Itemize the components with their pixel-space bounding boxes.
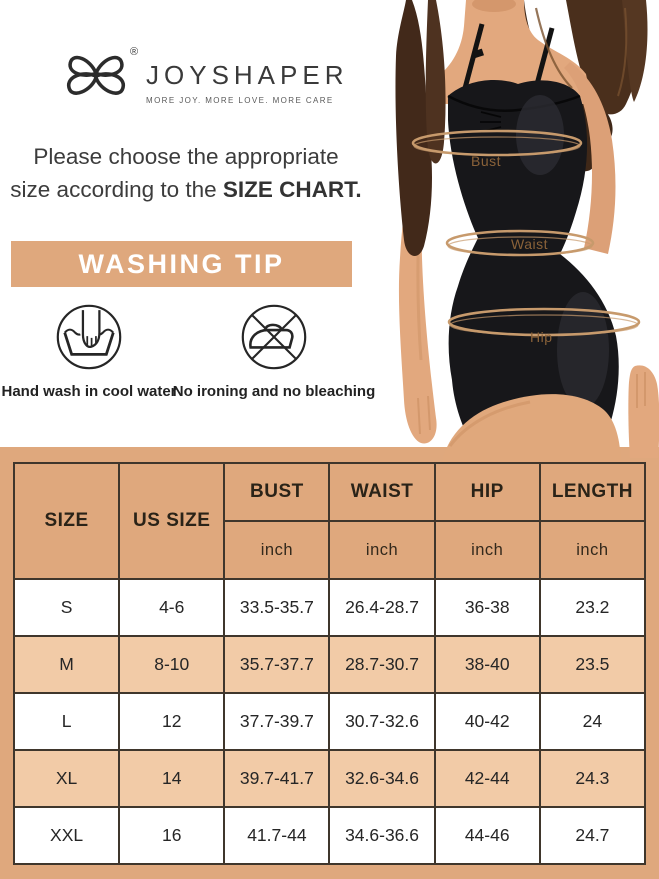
unit-cell: inch [223, 520, 331, 580]
care-label: No ironing and no bleaching [172, 383, 376, 400]
table-cell: L [12, 692, 121, 751]
size-chart-table: SIZE US SIZE BUST WAIST HIP LENGTH inch … [12, 462, 647, 865]
table-cell: 34.6-36.6 [328, 806, 436, 865]
column-header-hip: HIP [433, 462, 541, 522]
table-cell: 24 [538, 692, 647, 751]
table-cell: S [12, 578, 121, 637]
table-cell: 24.7 [538, 806, 647, 865]
washing-tip-title: WASHING TIP [78, 248, 285, 279]
table-cell: 37.7-39.7 [223, 692, 331, 751]
column-header-size: SIZE [12, 462, 121, 580]
table-cell: 30.7-32.6 [328, 692, 436, 751]
table-cell: XL [12, 749, 121, 808]
brand-logo: ® JOYSHAPER MORE JOY. MORE LOVE. MORE CA… [60, 42, 349, 106]
size-chart-section: SIZE US SIZE BUST WAIST HIP LENGTH inch … [0, 447, 659, 879]
unit-cell: inch [433, 520, 541, 580]
brand-name: JOYSHAPER [146, 60, 349, 90]
table-cell: 12 [118, 692, 226, 751]
table-cell: 23.2 [538, 578, 647, 637]
bust-measure-label: Bust [471, 153, 502, 169]
unit-cell: inch [328, 520, 436, 580]
waist-measure-label: Waist [511, 236, 548, 252]
no-iron-icon [241, 304, 307, 370]
table-cell: 38-40 [433, 635, 541, 694]
table-cell: 39.7-41.7 [223, 749, 331, 808]
table-cell: 44-46 [433, 806, 541, 865]
unit-cell: inch [538, 520, 647, 580]
care-instruction-hand-wash: Hand wash in cool water [1, 298, 177, 400]
table-cell: 41.7-44 [223, 806, 331, 865]
hand-wash-icon [56, 304, 122, 370]
model-photo: Bust Waist Hip [378, 0, 659, 462]
care-label: Hand wash in cool water [1, 383, 177, 400]
care-instruction-no-iron: No ironing and no bleaching [173, 298, 375, 400]
column-header-waist: WAIST [328, 462, 436, 522]
model-illustration [395, 0, 659, 462]
hip-measure-label: Hip [530, 329, 553, 345]
table-cell: 35.7-37.7 [223, 635, 331, 694]
size-chart-emphasis: SIZE CHART. [222, 177, 362, 202]
table-cell: M [12, 635, 121, 694]
registered-trademark: ® [130, 46, 139, 58]
table-cell: 4-6 [118, 578, 226, 637]
table-cell: 32.6-34.6 [328, 749, 436, 808]
washing-tip-banner: WASHING TIP [11, 241, 352, 287]
table-row: XL 14 39.7-41.7 32.6-34.6 42-44 24.3 [12, 749, 647, 808]
butterfly-bow-icon [67, 55, 125, 95]
column-header-length: LENGTH [538, 462, 647, 522]
table-cell: 36-38 [433, 578, 541, 637]
table-row: L 12 37.7-39.7 30.7-32.6 40-42 24 [12, 692, 647, 751]
table-cell: 14 [118, 749, 226, 808]
table-row: XXL 16 41.7-44 34.6-36.6 44-46 24.7 [12, 806, 647, 865]
intro-line2: size according to the [10, 177, 223, 202]
intro-line1: Please choose the appropriate [33, 144, 339, 169]
brand-tagline: MORE JOY. MORE LOVE. MORE CARE [146, 96, 334, 105]
table-cell: 28.7-30.7 [328, 635, 436, 694]
table-cell: 16 [118, 806, 226, 865]
table-cell: 26.4-28.7 [328, 578, 436, 637]
table-cell: 23.5 [538, 635, 647, 694]
column-header-bust: BUST [223, 462, 331, 522]
table-cell: 40-42 [433, 692, 541, 751]
size-advice-text: Please choose the appropriate size accor… [0, 140, 372, 206]
table-row: M 8-10 35.7-37.7 28.7-30.7 38-40 23.5 [12, 635, 647, 694]
table-cell: 33.5-35.7 [223, 578, 331, 637]
table-cell: 24.3 [538, 749, 647, 808]
table-cell: XXL [12, 806, 121, 865]
column-header-us-size: US SIZE [118, 462, 226, 580]
table-cell: 42-44 [433, 749, 541, 808]
table-cell: 8-10 [118, 635, 226, 694]
size-table-body: S 4-6 33.5-35.7 26.4-28.7 36-38 23.2 M 8-10 35.7… [12, 578, 647, 865]
table-row: S 4-6 33.5-35.7 26.4-28.7 36-38 23.2 [12, 578, 647, 637]
